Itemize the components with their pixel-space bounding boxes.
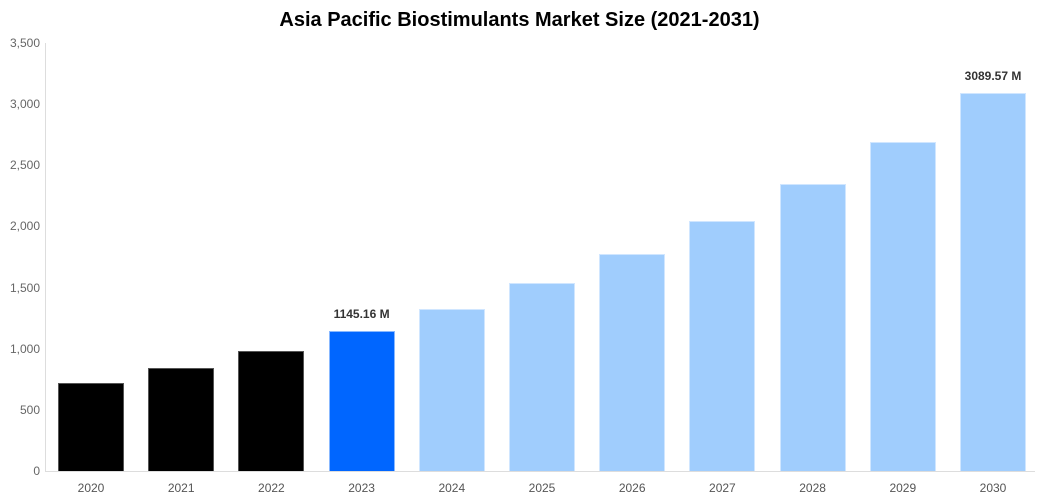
y-tick-label: 3,500 xyxy=(9,36,40,50)
y-tick-label: 2,000 xyxy=(9,219,40,234)
y-tick-label: 1,500 xyxy=(9,280,40,295)
bar-2023[interactable] xyxy=(328,330,395,471)
bar-2030[interactable] xyxy=(960,93,1026,471)
x-axis-line xyxy=(45,471,1035,472)
bar-2029[interactable] xyxy=(869,142,936,471)
x-tick-label: 2027 xyxy=(709,481,736,495)
x-tick-label: 2028 xyxy=(799,481,826,495)
bar-2024[interactable] xyxy=(418,308,485,471)
y-axis-line xyxy=(45,43,46,471)
bar-2026[interactable] xyxy=(599,254,666,471)
bar-2025[interactable] xyxy=(509,283,575,471)
bar-2027[interactable] xyxy=(689,221,756,471)
bar-2021[interactable] xyxy=(148,368,215,471)
bar-2022[interactable] xyxy=(238,351,305,471)
x-tick-label: 2023 xyxy=(348,481,375,495)
data-label: 3089.57 M xyxy=(964,69,1022,84)
data-label: 1145.16 M xyxy=(333,306,390,321)
y-tick-label: 3,000 xyxy=(9,97,40,112)
x-tick-label: 2026 xyxy=(618,481,646,495)
x-tick-label: 2022 xyxy=(258,481,285,495)
x-tick-label: 2030 xyxy=(979,481,1007,495)
y-tick-label: 0 xyxy=(33,464,40,478)
x-tick-label: 2020 xyxy=(77,481,105,495)
chart-title: Asia Pacific Biostimulants Market Size (… xyxy=(279,9,760,31)
x-tick-label: 2024 xyxy=(438,481,466,495)
bar-2028[interactable] xyxy=(779,183,846,471)
y-tick-label: 2,500 xyxy=(9,158,40,173)
bar-2020[interactable] xyxy=(58,382,124,471)
x-tick-label: 2025 xyxy=(528,481,556,495)
x-tick-label: 2029 xyxy=(889,481,917,495)
x-tick-label: 2021 xyxy=(167,481,195,495)
y-tick-label: 1,000 xyxy=(9,341,40,356)
y-tick-label: 500 xyxy=(19,402,40,417)
